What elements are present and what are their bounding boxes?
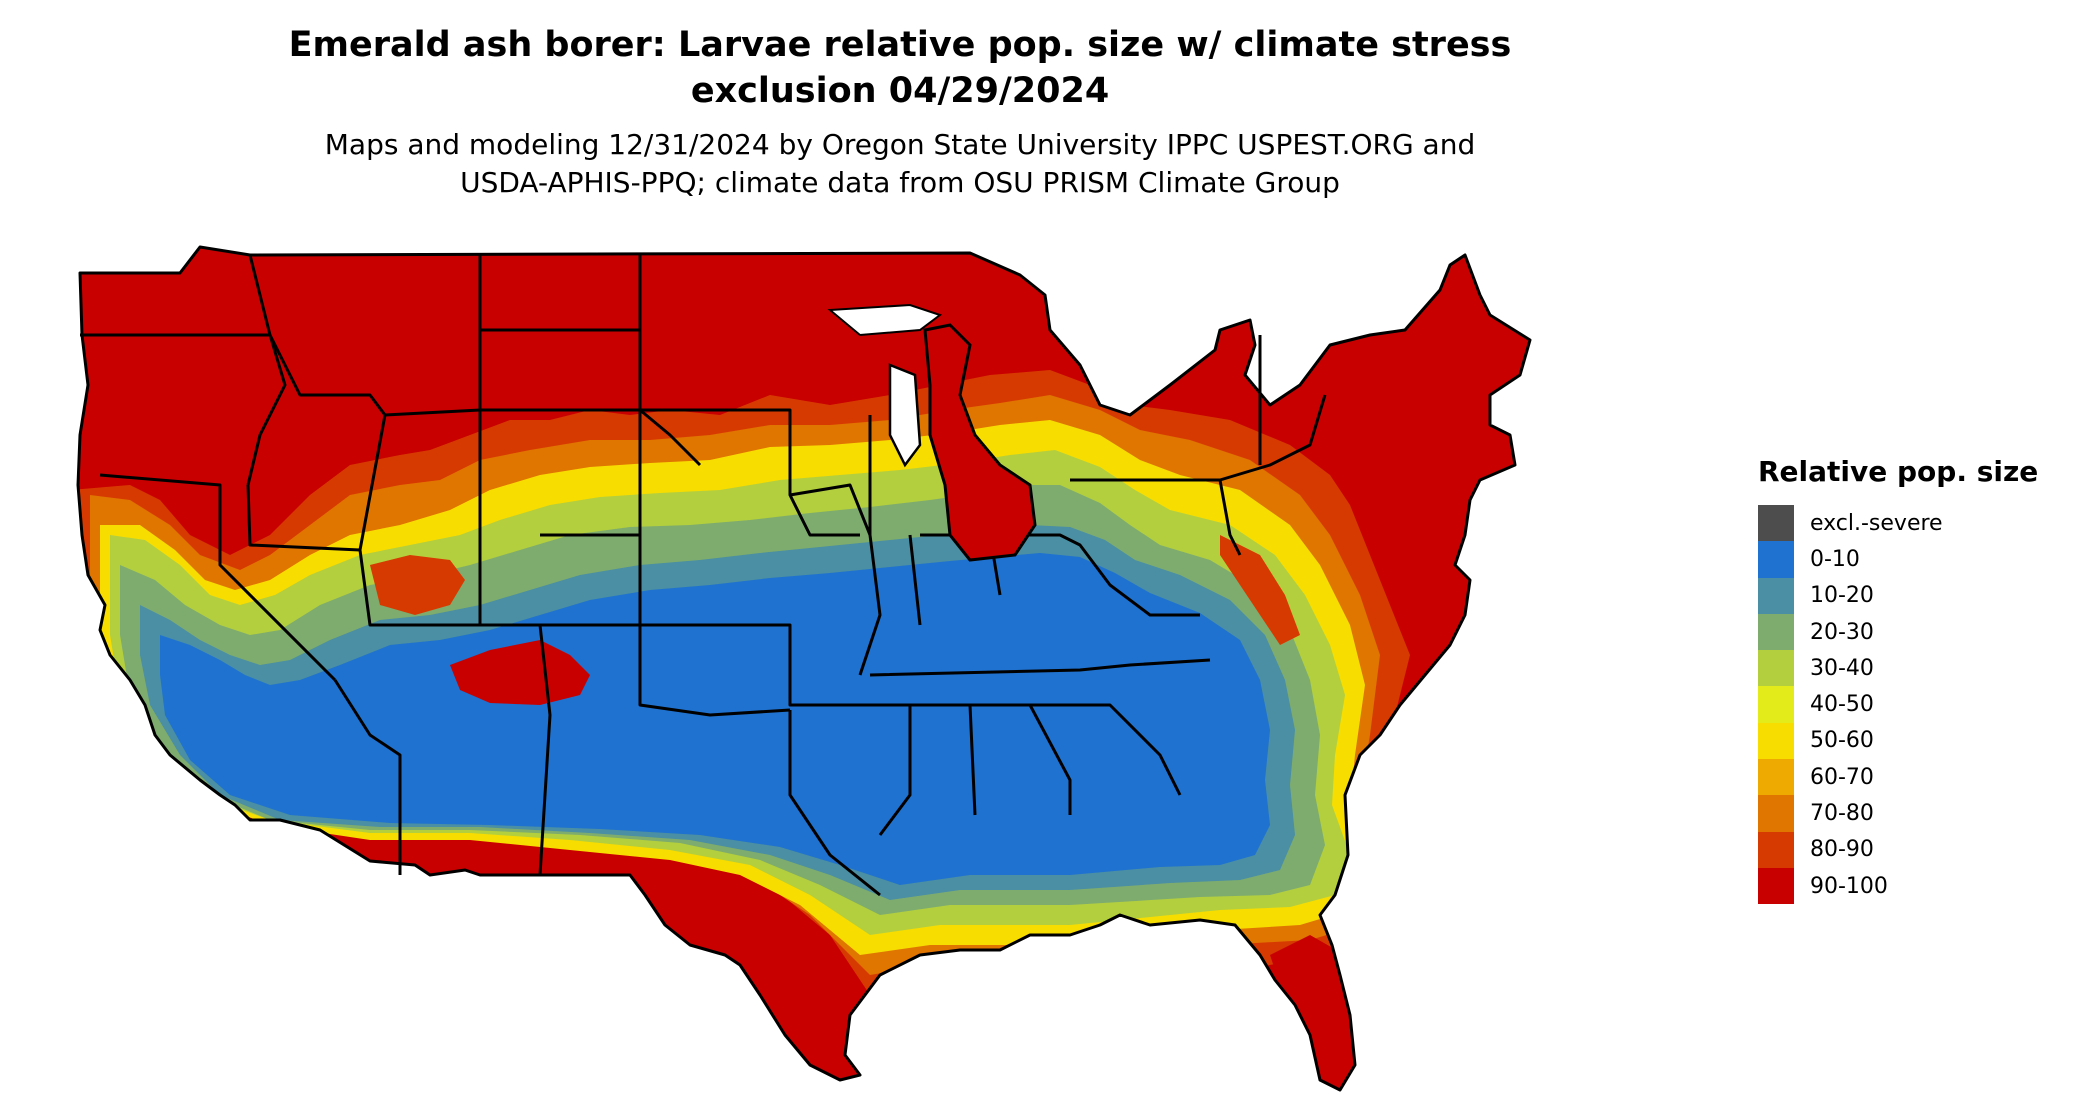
legend-label: 90-100 [1810, 873, 1888, 899]
legend-swatch [1758, 541, 1794, 578]
subtitle-line2: USDA-APHIS-PPQ; climate data from OSU PR… [460, 166, 1340, 199]
zone-80-90-west-highland [370, 555, 465, 615]
zone-0-10 [160, 553, 1270, 885]
legend-label: 30-40 [1810, 655, 1874, 681]
border-wy-ne-co [480, 408, 642, 537]
legend-item: 90-100 [1758, 867, 2078, 905]
border-tx-la [788, 710, 881, 897]
legend-label: 20-30 [1810, 619, 1874, 645]
legend-item: 60-70 [1758, 759, 2078, 796]
legend-item: 30-40 [1758, 650, 2078, 687]
title-block: Emerald ash borer: Larvae relative pop. … [180, 22, 1620, 202]
legend-swatch [1758, 577, 1794, 614]
map-subtitle: Maps and modeling 12/31/2024 by Oregon S… [180, 126, 1620, 202]
us-map [70, 235, 1720, 1115]
legend-item: 10-20 [1758, 577, 2078, 614]
legend-item: 0-10 [1758, 541, 2078, 578]
border-il-in [908, 534, 922, 626]
legend-items: excl.-severe 0-10 10-20 20-30 30-40 40-50 50-6… [1758, 505, 2078, 905]
subtitle-line1: Maps and modeling 12/31/2024 by Oregon S… [324, 128, 1476, 161]
legend-item: 50-60 [1758, 722, 2078, 760]
heat-zones [78, 247, 1530, 1090]
legend-item: excl.-severe [1758, 505, 2078, 542]
legend-item: 70-80 [1758, 795, 2078, 832]
border-ny-new-england [1219, 394, 1327, 482]
legend-swatch [1758, 759, 1794, 796]
border-tn-ky-nc [869, 658, 1211, 677]
legend-swatch [1758, 505, 1794, 542]
state-boundaries [76, 245, 1532, 1092]
legend-swatch [1758, 831, 1794, 868]
border-ny-pa [1070, 478, 1242, 556]
legend-swatch [1758, 613, 1794, 651]
legend-label: 0-10 [1810, 546, 1860, 572]
legend-label: 40-50 [1810, 692, 1874, 718]
legend-swatch [1758, 686, 1794, 723]
border-ca-nv [99, 473, 337, 682]
legend-label: 50-60 [1810, 728, 1874, 754]
legend-item: 40-50 [1758, 686, 2078, 723]
map-canvas [76, 245, 1532, 1092]
zone-80-90-appalachia [1220, 535, 1300, 645]
legend-swatch [1758, 650, 1794, 687]
border-al-ga [970, 703, 1072, 815]
border-ga-sc [1030, 703, 1182, 796]
legend-item: 80-90 [1758, 831, 2078, 868]
map-title-line1: Emerald ash borer: Larvae relative pop. … [288, 25, 1512, 65]
border-oh-pa-va [990, 533, 1200, 617]
zone-90-100-west-highland [450, 640, 590, 705]
legend-title: Relative pop. size [1758, 455, 2039, 488]
legend-swatch [1758, 867, 1794, 905]
lake-michigan [888, 363, 922, 468]
border-ok-tx [638, 625, 791, 717]
legend-label: 10-20 [1810, 583, 1874, 609]
border-id-nv-ut [246, 414, 387, 552]
lake-superior-edge [827, 303, 943, 337]
zone-90-100-florida [1270, 935, 1355, 1090]
legend-swatch [1758, 722, 1794, 760]
legend: Relative pop. size excl.-severe 0-10 10-20… [1758, 455, 2078, 905]
michigan-lower-peninsula [923, 323, 1037, 562]
border-nd-mn [638, 255, 702, 467]
legend-label: 70-80 [1810, 801, 1874, 827]
legend-label: 80-90 [1810, 837, 1874, 863]
border-az-ca-mx [333, 679, 402, 875]
legend-swatch [1758, 795, 1794, 832]
legend-label: excl.-severe [1810, 510, 1943, 536]
map-title-line2: exclusion 04/29/2024 [690, 71, 1110, 111]
legend-label: 60-70 [1810, 764, 1874, 790]
legend-item: 20-30 [1758, 613, 2078, 651]
border-wa-or-id [80, 333, 287, 486]
